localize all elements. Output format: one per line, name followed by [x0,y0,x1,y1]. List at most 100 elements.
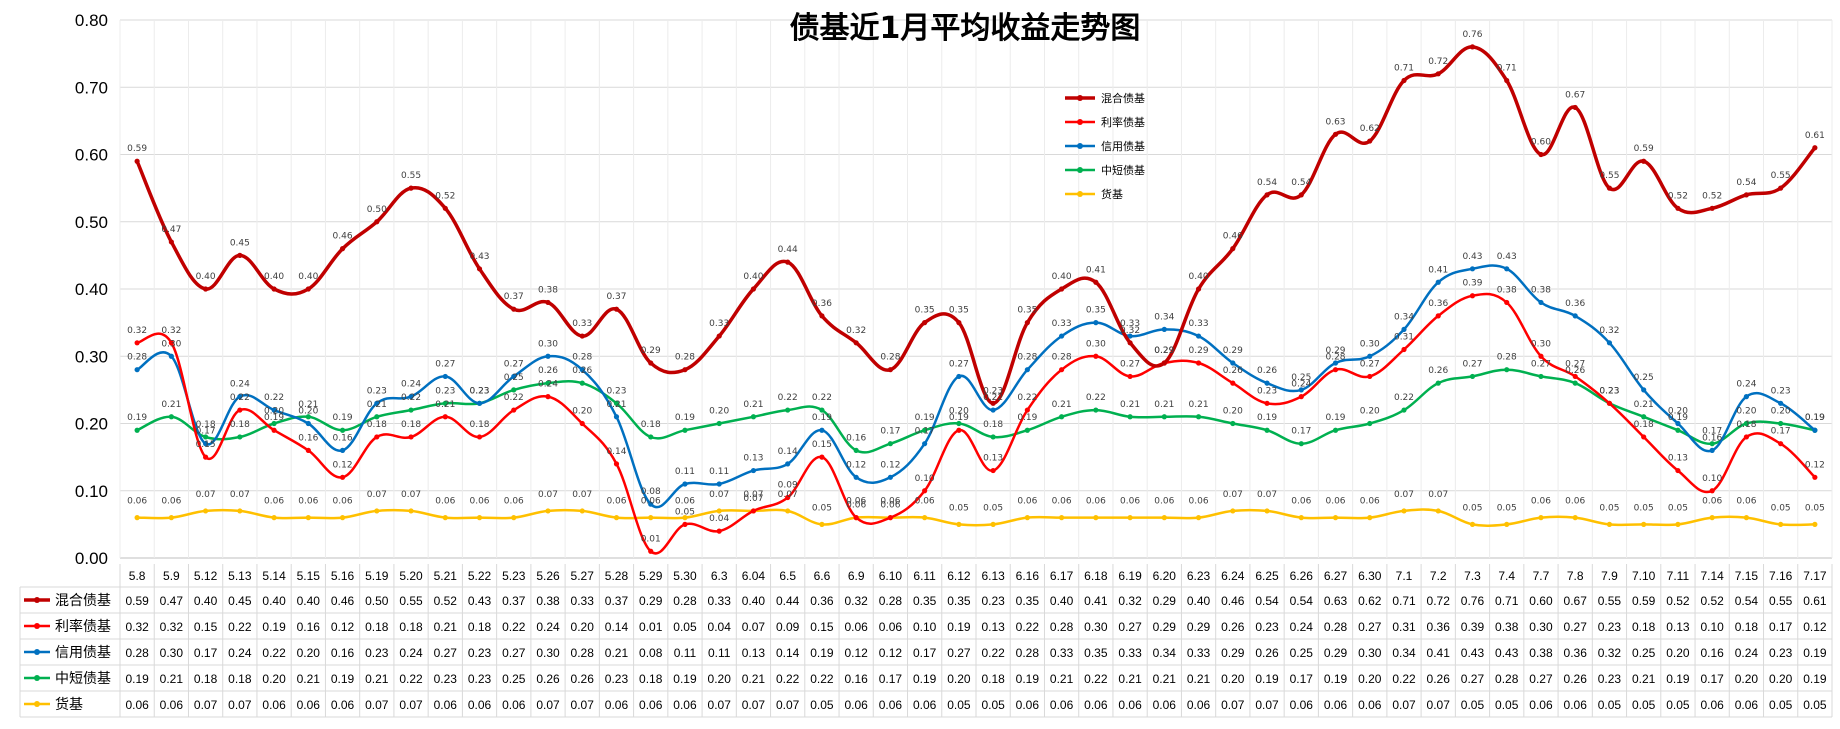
y-tick-label: 0.50 [75,213,108,232]
data-table: 5.8 5.9 5.12 5.13 5.14 5.15 5.16 5.19 5.20 5.21 5.… [19,564,1833,718]
data-label: 0.63 [1325,117,1345,127]
data-label: 0.16 [846,433,866,443]
data-label: 0.18 [641,420,661,430]
data-label: 0.20 [1668,407,1688,417]
data-point [648,548,654,554]
data-label: 0.33 [572,319,592,329]
data-label: 0.18 [1634,420,1654,430]
x-tick-label: 7.14 [1700,569,1724,583]
data-label: 0.40 [1189,272,1209,282]
data-label: 0.43 [1462,252,1482,262]
table-cell: 0.06 [1324,698,1348,712]
data-point [579,508,585,514]
table-cell: 0.60 [1529,594,1553,608]
data-label: 0.11 [709,467,729,477]
data-point [1641,158,1647,164]
data-point [408,394,414,400]
data-point [1127,515,1133,521]
data-point [819,407,825,413]
table-cell: 0.07 [399,698,423,712]
table-cell: 0.18 [468,620,492,634]
data-point [305,447,311,453]
data-point [1572,313,1578,319]
data-label: 0.45 [230,238,250,248]
legend-label: 中短债基 [1101,163,1145,177]
data-label: 0.41 [1428,265,1448,275]
data-point [1504,367,1510,373]
data-point [716,420,722,427]
table-cell: 0.12 [331,620,355,634]
data-point [1504,521,1510,527]
x-tick-label: 5.30 [673,569,697,583]
table-cell: 0.21 [1118,672,1142,686]
data-label: 0.06 [1120,497,1140,507]
data-point [613,461,620,467]
data-label: 0.19 [1325,413,1345,423]
data-label: 0.06 [469,497,489,507]
data-point [956,420,962,427]
data-label: 0.06 [846,497,866,507]
data-label: 0.36 [812,299,832,309]
table-cell: 0.24 [1735,646,1759,660]
data-label: 0.23 [469,386,489,396]
data-point [1778,400,1784,406]
data-label: 0.32 [127,326,147,336]
data-point [1127,333,1133,339]
data-point [1367,353,1373,359]
table-cell: 0.33 [708,594,732,608]
series-lines [134,44,1818,555]
data-label: 0.22 [1394,393,1414,403]
table-cell: 0.35 [947,594,971,608]
data-label: 0.24 [538,380,558,390]
table-cell: 0.28 [571,646,595,660]
table-cell: 0.21 [297,672,321,686]
table-cell: 0.06 [125,698,149,712]
data-point [750,414,757,420]
data-label: 0.10 [915,474,935,484]
table-cell: 0.29 [1221,646,1245,660]
data-label: 0.52 [435,191,455,201]
data-point [1264,192,1270,198]
x-tick-label: 5.23 [502,569,526,583]
data-point [237,252,243,258]
table-cell: 0.06 [1290,698,1314,712]
legend-marker [1077,143,1083,149]
table-cell: 0.13 [1666,620,1690,634]
data-label: 0.18 [1736,420,1756,430]
table-cell: 0.22 [502,620,526,634]
data-label: 0.36 [1565,299,1585,309]
table-cell: 0.19 [125,672,149,686]
data-label: 0.30 [1360,339,1380,349]
data-point [1743,434,1749,440]
data-point [819,313,825,319]
x-tick-label: 5.19 [365,569,389,583]
data-point [134,427,140,433]
table-cell: 0.06 [1358,698,1382,712]
data-label: 0.32 [846,326,866,336]
table-cell: 0.37 [502,594,526,608]
table-cell: 0.20 [1666,646,1690,660]
data-point [1264,380,1270,386]
table-cell: 0.20 [708,672,732,686]
data-label: 0.29 [1189,346,1209,356]
data-point [785,461,791,467]
table-cell: 0.54 [1255,594,1279,608]
x-tick-label: 5.15 [297,569,321,583]
data-label: 0.01 [641,534,661,544]
data-label: 0.23 [1771,386,1791,396]
data-point [785,259,791,265]
x-tick-label: 6.9 [848,569,865,583]
data-label: 0.20 [298,407,318,417]
table-cell: 0.05 [981,698,1005,712]
data-point [1812,474,1818,480]
data-label: 0.30 [1086,339,1106,349]
data-label: 0.21 [1189,400,1209,410]
table-legend-marker [34,675,40,681]
table-cell: 0.06 [1084,698,1108,712]
table-cell: 0.10 [1700,620,1724,634]
data-point [1709,447,1715,453]
data-point [1024,367,1030,373]
data-label: 0.44 [778,245,798,255]
data-label: 0.21 [1052,400,1072,410]
